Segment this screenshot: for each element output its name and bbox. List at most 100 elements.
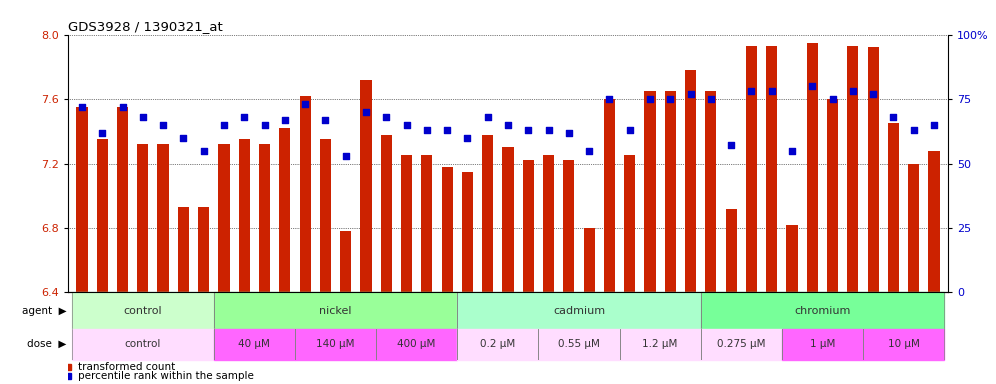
Point <box>825 96 841 102</box>
Bar <box>361 80 372 293</box>
Bar <box>239 139 250 293</box>
Text: 0.2 μM: 0.2 μM <box>480 339 516 349</box>
Point <box>459 135 475 141</box>
Point <box>378 114 394 120</box>
Point <box>602 96 618 102</box>
Point <box>622 127 637 133</box>
Bar <box>868 48 878 293</box>
Point <box>74 104 90 110</box>
Bar <box>214 293 457 329</box>
Text: 400 μM: 400 μM <box>397 339 436 349</box>
Bar <box>705 91 716 293</box>
Bar <box>664 91 676 293</box>
Point <box>318 117 334 123</box>
Bar <box>340 231 352 293</box>
Bar <box>928 151 939 293</box>
Point <box>703 96 719 102</box>
Bar <box>887 123 899 293</box>
Point <box>642 96 658 102</box>
Text: 0.275 μM: 0.275 μM <box>717 339 766 349</box>
Point <box>723 142 739 149</box>
Point <box>216 122 232 128</box>
Point <box>115 104 130 110</box>
Bar <box>380 134 391 293</box>
Bar <box>827 99 838 293</box>
Text: agent  ▶: agent ▶ <box>22 306 67 316</box>
Point <box>905 127 921 133</box>
Bar <box>624 156 635 293</box>
Text: 10 μM: 10 μM <box>887 339 919 349</box>
Bar <box>908 164 919 293</box>
Point <box>926 122 942 128</box>
Bar <box>782 329 863 359</box>
Text: control: control <box>124 306 162 316</box>
Point <box>500 122 516 128</box>
Bar <box>746 46 757 293</box>
Bar <box>72 329 214 359</box>
Bar <box>218 144 229 293</box>
Bar <box>848 46 859 293</box>
Point <box>520 127 536 133</box>
Text: 140 μM: 140 μM <box>317 339 355 349</box>
Bar <box>685 70 696 293</box>
Bar <box>863 329 944 359</box>
Point <box>358 109 374 115</box>
Bar <box>543 156 554 293</box>
Bar <box>441 167 452 293</box>
Bar <box>620 329 701 359</box>
Point <box>134 114 150 120</box>
Point <box>845 88 861 94</box>
Text: 40 μM: 40 μM <box>238 339 270 349</box>
Text: 1.2 μM: 1.2 μM <box>642 339 678 349</box>
Bar <box>701 329 782 359</box>
Bar <box>214 329 295 359</box>
Point <box>682 91 698 97</box>
Bar <box>157 144 168 293</box>
Bar <box>295 329 376 359</box>
Point <box>581 147 597 154</box>
Point <box>662 96 678 102</box>
Text: cadmium: cadmium <box>553 306 605 316</box>
Point <box>439 127 455 133</box>
Bar <box>259 144 270 293</box>
Bar <box>97 139 108 293</box>
Bar <box>502 147 514 293</box>
Bar <box>457 293 701 329</box>
Point <box>805 83 821 89</box>
Point <box>95 129 111 136</box>
Bar <box>457 329 539 359</box>
Point <box>338 153 354 159</box>
Bar <box>766 46 777 293</box>
Bar <box>539 329 620 359</box>
Point <box>297 101 313 107</box>
Bar <box>177 207 189 293</box>
Point <box>541 127 557 133</box>
Bar <box>807 43 818 293</box>
Point <box>277 117 293 123</box>
Bar <box>320 139 331 293</box>
Bar <box>644 91 655 293</box>
Bar <box>523 160 534 293</box>
Point <box>236 114 252 120</box>
Point <box>784 147 800 154</box>
Bar <box>725 209 737 293</box>
Text: 1 μM: 1 μM <box>810 339 835 349</box>
Point <box>419 127 435 133</box>
Bar <box>401 156 412 293</box>
Bar <box>701 293 944 329</box>
Text: percentile rank within the sample: percentile rank within the sample <box>79 371 254 381</box>
Point <box>195 147 211 154</box>
Bar <box>279 128 291 293</box>
Text: dose  ▶: dose ▶ <box>27 339 67 349</box>
Point <box>175 135 191 141</box>
Bar <box>117 107 128 293</box>
Point <box>743 88 759 94</box>
Bar <box>462 172 473 293</box>
Bar <box>604 99 615 293</box>
Point <box>155 122 171 128</box>
Bar <box>421 156 432 293</box>
Point <box>885 114 901 120</box>
Text: control: control <box>124 339 161 349</box>
Point <box>866 91 881 97</box>
Text: transformed count: transformed count <box>79 362 175 372</box>
